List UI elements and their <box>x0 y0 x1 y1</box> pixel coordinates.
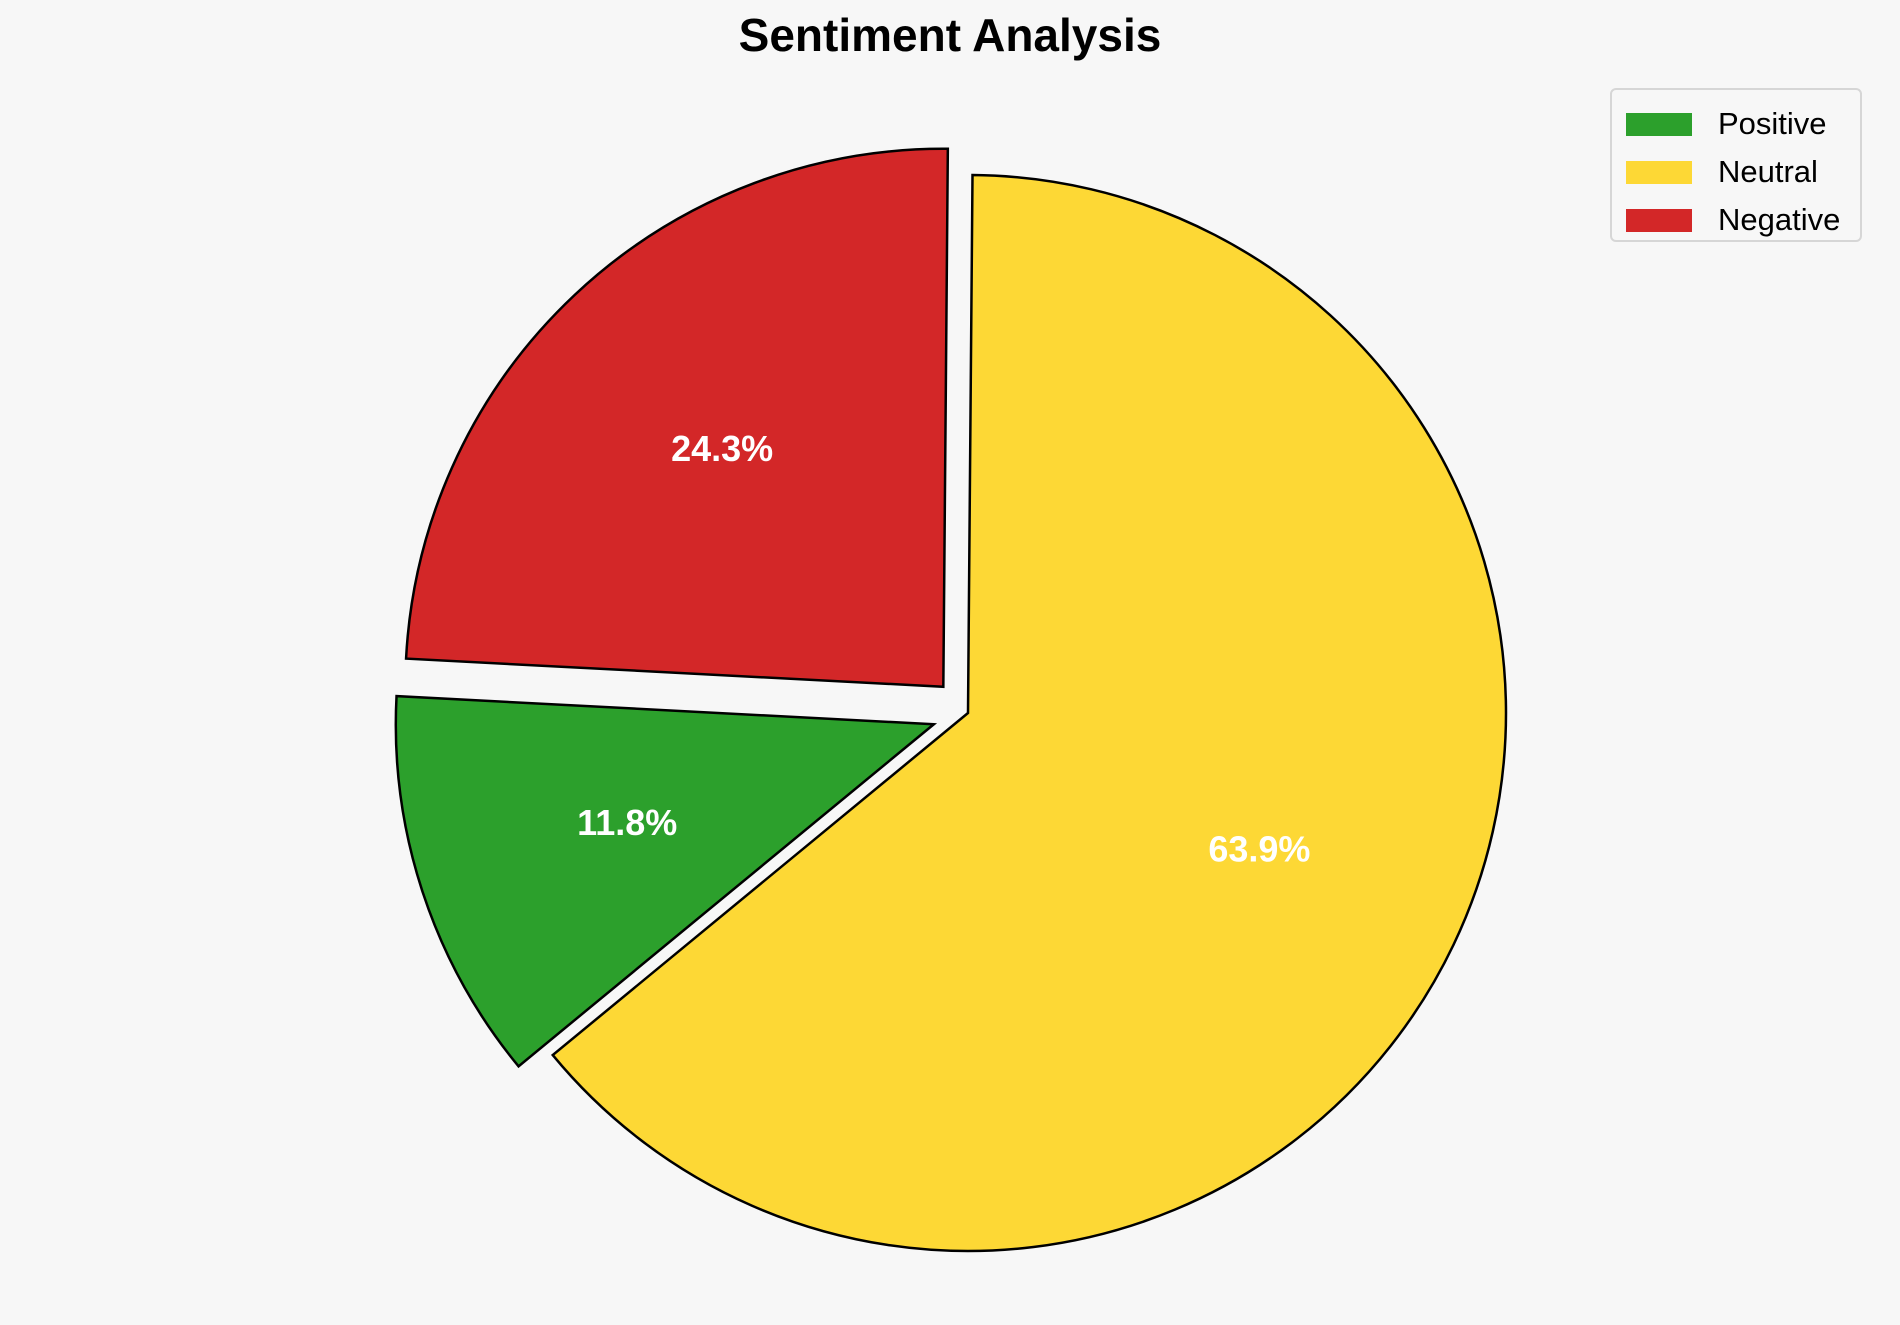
legend-item-positive: Positive <box>1626 100 1846 148</box>
pie-label-neutral: 63.9% <box>1208 828 1310 869</box>
legend-label-negative: Negative <box>1718 202 1841 237</box>
legend-item-neutral: Neutral <box>1626 148 1846 196</box>
legend-label-neutral: Neutral <box>1718 154 1818 189</box>
chart-title: Sentiment Analysis <box>738 9 1162 61</box>
legend-item-negative: Negative <box>1626 196 1846 244</box>
legend-swatch-positive <box>1626 112 1692 136</box>
legend-swatch-neutral <box>1626 160 1692 184</box>
pie-slice-negative <box>404 147 950 689</box>
pie-label-positive: 11.8% <box>577 802 677 843</box>
legend: Positive Neutral Negative <box>1610 88 1862 242</box>
pie-slice-neutral <box>550 173 1508 1253</box>
pie-label-negative: 24.3% <box>671 428 773 469</box>
legend-swatch-negative <box>1626 208 1692 232</box>
pie-slice-positive <box>394 694 938 1069</box>
legend-label-positive: Positive <box>1718 106 1827 141</box>
